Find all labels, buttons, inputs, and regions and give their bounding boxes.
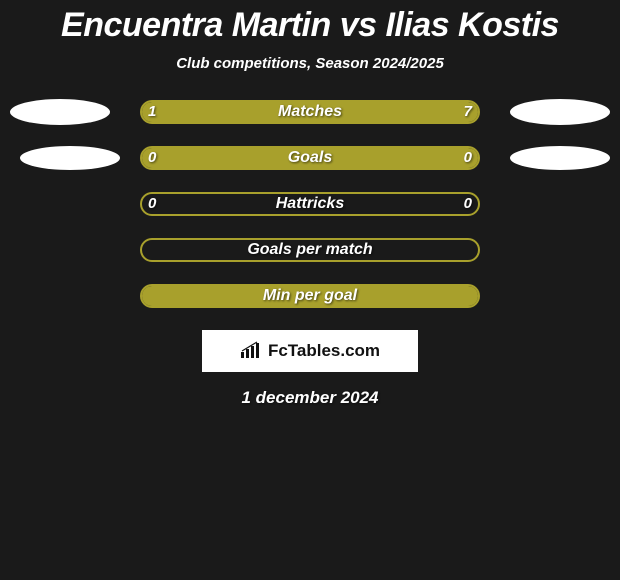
brand-badge: FcTables.com xyxy=(202,330,418,372)
stat-value-right: 0 xyxy=(464,146,472,170)
stat-row-hattricks: 0 Hattricks 0 xyxy=(0,192,620,216)
page-title: Encuentra Martin vs Ilias Kostis xyxy=(0,0,620,45)
stat-label: Min per goal xyxy=(140,284,480,308)
player-right-ellipse xyxy=(510,99,610,125)
stat-label: Goals per match xyxy=(140,238,480,262)
stat-row-min-per-goal: Min per goal xyxy=(0,284,620,308)
brand-text: FcTables.com xyxy=(268,341,380,361)
stat-label: Matches xyxy=(140,100,480,124)
comparison-chart: 1 Matches 7 0 Goals 0 0 Hattricks 0 Goal… xyxy=(0,100,620,308)
stat-value-right: 0 xyxy=(464,192,472,216)
stat-label: Hattricks xyxy=(140,192,480,216)
player-right-ellipse xyxy=(510,146,610,170)
page-subtitle: Club competitions, Season 2024/2025 xyxy=(0,55,620,72)
brand-chart-icon xyxy=(240,341,262,364)
stat-label: Goals xyxy=(140,146,480,170)
stat-row-matches: 1 Matches 7 xyxy=(0,100,620,124)
stat-value-right: 7 xyxy=(464,100,472,124)
stat-row-goals: 0 Goals 0 xyxy=(0,146,620,170)
stat-row-goals-per-match: Goals per match xyxy=(0,238,620,262)
player-left-ellipse xyxy=(10,99,110,125)
player-left-ellipse xyxy=(20,146,120,170)
snapshot-date: 1 december 2024 xyxy=(0,388,620,408)
